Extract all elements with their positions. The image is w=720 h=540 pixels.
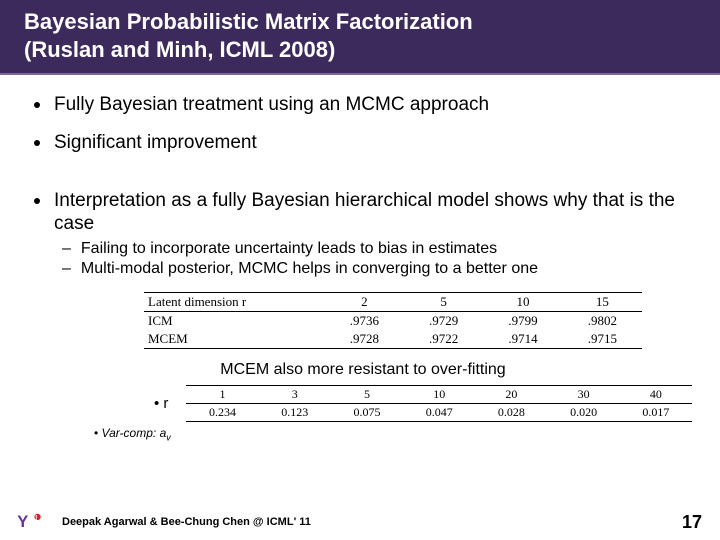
- sub-bullet-1: – Failing to incorporate uncertainty lea…: [62, 240, 692, 258]
- bullet-dot: [34, 102, 40, 108]
- t2-v0: 0.234: [186, 404, 258, 422]
- title-line-1: Bayesian Probabilistic Matrix Factorizat…: [24, 9, 473, 34]
- t1-row0-label: ICM: [144, 312, 325, 331]
- t1-r1c1: .9722: [404, 330, 483, 349]
- t1-col-2: 10: [483, 293, 562, 312]
- varcomp-sub: v: [166, 432, 171, 442]
- bullet-dot: [34, 140, 40, 146]
- bullet-2-text: Significant improvement: [54, 131, 257, 155]
- dash-icon: –: [62, 260, 71, 278]
- t2-c3: 10: [403, 386, 475, 404]
- r-row: • r 1 3 5 10 20 30 40 0.234 0.123 0.075 …: [34, 385, 692, 422]
- title-line-2: (Ruslan and Minh, ICML 2008): [24, 37, 335, 62]
- sub-bullet-1-text: Failing to incorporate uncertainty leads…: [81, 240, 497, 258]
- footer-authors: Deepak Agarwal & Bee-Chung Chen @ ICML' …: [62, 516, 311, 528]
- t2-v6: 0.017: [620, 404, 692, 422]
- t1-r0c2: .9799: [483, 312, 562, 331]
- results-table-1: Latent dimension r 2 5 10 15 ICM .9736 .…: [144, 292, 642, 349]
- bullet-dot: [34, 198, 40, 204]
- slide-title: Bayesian Probabilistic Matrix Factorizat…: [24, 8, 696, 63]
- bullet-2: Significant improvement: [34, 131, 692, 155]
- bullet-3: Interpretation as a fully Bayesian hiera…: [34, 189, 692, 237]
- dash-icon: –: [62, 240, 71, 258]
- t1-header-label: Latent dimension r: [144, 293, 325, 312]
- t1-r0c0: .9736: [325, 312, 404, 331]
- t2-c1: 3: [259, 386, 331, 404]
- t1-r0c1: .9729: [404, 312, 483, 331]
- r-note: • r: [154, 395, 168, 412]
- slide-body: Fully Bayesian treatment using an MCMC a…: [0, 75, 720, 442]
- t1-r1c2: .9714: [483, 330, 562, 349]
- sub-bullet-2-text: Multi-modal posterior, MCMC helps in con…: [81, 260, 538, 278]
- varcomp-text: Var-comp: a: [102, 426, 167, 440]
- t2-v3: 0.047: [403, 404, 475, 422]
- t1-col-0: 2: [325, 293, 404, 312]
- t2-v4: 0.028: [475, 404, 547, 422]
- table1-caption: MCEM also more resistant to over-fitting: [34, 361, 692, 379]
- var-comp-note: • Var-comp: av: [34, 426, 692, 442]
- t2-v2: 0.075: [331, 404, 403, 422]
- bullet-3-subs: – Failing to incorporate uncertainty lea…: [62, 240, 692, 278]
- slide-footer: Y ! Deepak Agarwal & Bee-Chung Chen @ IC…: [0, 510, 720, 534]
- t2-c6: 40: [620, 386, 692, 404]
- svg-text:!: !: [35, 513, 38, 522]
- t2-v5: 0.020: [548, 404, 620, 422]
- t2-c4: 20: [475, 386, 547, 404]
- svg-text:Y: Y: [17, 513, 28, 531]
- bullet-1-text: Fully Bayesian treatment using an MCMC a…: [54, 93, 489, 117]
- t2-c2: 5: [331, 386, 403, 404]
- t1-row1-label: MCEM: [144, 330, 325, 349]
- t2-c5: 30: [548, 386, 620, 404]
- bullet-1: Fully Bayesian treatment using an MCMC a…: [34, 93, 692, 117]
- slide-header: Bayesian Probabilistic Matrix Factorizat…: [0, 0, 720, 75]
- page-number: 17: [682, 512, 702, 533]
- bullet-3-text: Interpretation as a fully Bayesian hiera…: [54, 189, 692, 237]
- t1-col-3: 15: [563, 293, 642, 312]
- yahoo-logo-icon: Y !: [14, 510, 56, 534]
- results-table-2: 1 3 5 10 20 30 40 0.234 0.123 0.075 0.04…: [186, 385, 692, 422]
- t2-v1: 0.123: [259, 404, 331, 422]
- t1-r0c3: .9802: [563, 312, 642, 331]
- varcomp-prefix: •: [94, 426, 102, 440]
- t1-r1c0: .9728: [325, 330, 404, 349]
- t2-c0: 1: [186, 386, 258, 404]
- t1-r1c3: .9715: [563, 330, 642, 349]
- sub-bullet-2: – Multi-modal posterior, MCMC helps in c…: [62, 260, 692, 278]
- t1-col-1: 5: [404, 293, 483, 312]
